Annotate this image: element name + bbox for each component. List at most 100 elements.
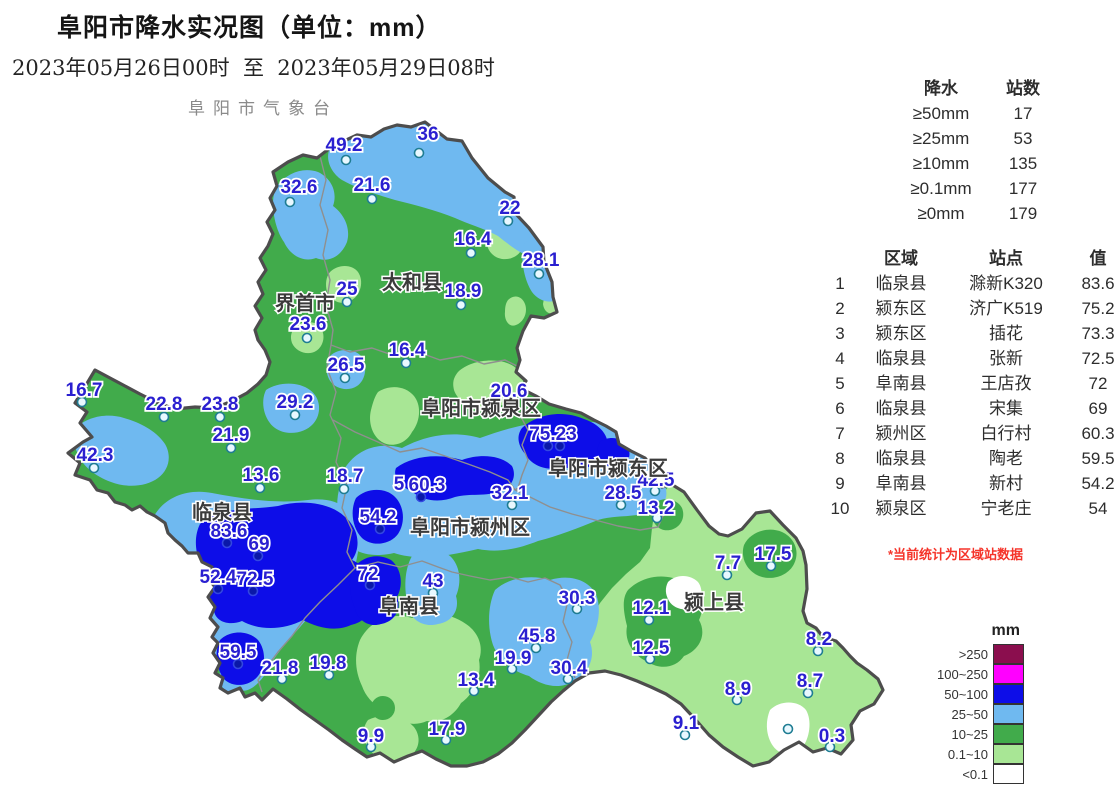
precip-value-label: 7.7 xyxy=(715,553,741,574)
precip-value-label: 8.2 xyxy=(806,629,832,650)
precip-value-label: 21.8 xyxy=(262,658,299,679)
legend-swatch xyxy=(993,703,1024,724)
stats-cell: 53 xyxy=(1013,129,1033,148)
station-dot xyxy=(284,196,296,208)
top10-cell: 8 xyxy=(835,449,845,468)
legend-row: 10~25 xyxy=(860,723,1024,744)
top10-cell: 宁老庄 xyxy=(980,499,1032,518)
precip-value-label: 28.1 xyxy=(523,250,560,271)
precip-value-label: 59.5 xyxy=(220,642,257,663)
station-dot xyxy=(802,687,814,699)
station-dot xyxy=(530,642,542,654)
station-dot xyxy=(731,694,743,706)
precip-value-label: 12.1 xyxy=(633,598,670,619)
precip-value-label: 22 xyxy=(499,198,520,219)
precip-value-label: 45.8 xyxy=(519,626,556,647)
precip-value-label: 60.3 xyxy=(409,475,446,496)
top10-cell: 54.2 xyxy=(1081,474,1115,493)
station-dot xyxy=(679,729,691,741)
precip-value-label: 54.2 xyxy=(360,507,397,528)
legend-row: <0.1 xyxy=(860,763,1024,784)
precip-value-label: 19.9 xyxy=(495,648,532,669)
top10-cell: 临泉县 xyxy=(875,449,927,468)
top10-cell: 72 xyxy=(1088,374,1108,393)
precip-value-label: 19.8 xyxy=(310,653,347,674)
station-dot xyxy=(76,396,88,408)
top10-cell: 阜南县 xyxy=(875,374,927,393)
top10-header: 区域 xyxy=(884,249,918,268)
top10-cell: 75.2 xyxy=(1081,299,1115,318)
precip-value-label: 72.5 xyxy=(237,569,274,590)
precip-value-label: 9.1 xyxy=(673,713,700,734)
district-label: 界首市 xyxy=(275,291,335,315)
station-dot xyxy=(504,398,516,410)
top10-cell: 陶老 xyxy=(989,449,1023,468)
station-dot xyxy=(400,357,412,369)
legend-swatch xyxy=(993,643,1024,664)
station-dot xyxy=(225,442,237,454)
station-dot xyxy=(413,147,425,159)
top10-cell: 颍东区 xyxy=(875,324,927,343)
legend-swatch xyxy=(993,683,1024,704)
legend-swatch xyxy=(993,663,1024,684)
top10-cell: 济广K519 xyxy=(969,299,1043,318)
top10-cell: 73.3 xyxy=(1081,324,1115,343)
station-dot xyxy=(542,440,554,452)
legend-label: 100~250 xyxy=(937,666,988,682)
legend-label: <0.1 xyxy=(962,766,988,782)
district-label: 阜阳市颍泉区 xyxy=(421,396,541,420)
stats-header: 降水 xyxy=(924,79,958,98)
legend-row: 0.1~10 xyxy=(860,743,1024,764)
station-dot xyxy=(427,587,439,599)
page-title: 阜阳市降水实况图（单位：mm） xyxy=(57,14,442,42)
station-dot xyxy=(468,685,480,697)
station-dot xyxy=(465,247,477,259)
station-dot xyxy=(252,550,264,562)
top10-cell: 3 xyxy=(835,324,845,343)
station-dot xyxy=(338,483,350,495)
station-dot xyxy=(415,491,427,503)
station-dot xyxy=(232,658,244,670)
station-dot xyxy=(301,332,313,344)
station-dot xyxy=(554,440,566,452)
station-dot xyxy=(644,653,656,665)
station-dot xyxy=(341,296,353,308)
top10-cell: 4 xyxy=(835,349,845,368)
top10-cell: 颍东区 xyxy=(875,299,927,318)
precip-value-label: 13.6 xyxy=(243,465,280,486)
legend-row: 100~250 xyxy=(860,663,1024,684)
station-dot xyxy=(571,603,583,615)
station-dot xyxy=(506,499,518,511)
stats-cell: 179 xyxy=(1008,204,1038,223)
data-source-note: *当前统计为区域站数据 xyxy=(888,547,1024,562)
legend-row: 50~100 xyxy=(860,683,1024,704)
precip-value-label: 30.3 xyxy=(559,588,596,609)
legend-swatch xyxy=(993,763,1024,784)
top10-cell: 颍州区 xyxy=(875,424,927,443)
station-dot xyxy=(812,645,824,657)
top10-cell: 5 xyxy=(835,374,845,393)
station-dot xyxy=(214,411,226,423)
precip-value-label: 72 xyxy=(357,564,378,585)
precip-value-label: 49.2 xyxy=(326,135,363,156)
top10-cell: 王店孜 xyxy=(980,374,1032,393)
top10-table: 区域 站点值 1 临泉县 滁新K320 83.6 2 颍东区 济广K519 75.2 3 颍东区 插花 7… xyxy=(825,246,1120,521)
legend-label: 25~50 xyxy=(951,706,988,722)
stats-cell: 135 xyxy=(1008,154,1038,173)
precip-value-label: 36 xyxy=(417,124,438,145)
stats-cell: ≥0mm xyxy=(917,204,965,223)
station-dot xyxy=(289,409,301,421)
top10-cell: 7 xyxy=(835,424,845,443)
top10-cell: 宋集 xyxy=(989,399,1023,418)
top10-cell: 72.5 xyxy=(1081,349,1115,368)
stats-cell: 177 xyxy=(1008,179,1038,198)
station-dot xyxy=(323,669,335,681)
station-dot xyxy=(440,734,452,746)
stats-header: 站数 xyxy=(1006,79,1040,98)
legend-title: mm xyxy=(991,622,1020,639)
map-region-fills xyxy=(68,122,883,766)
station-dot xyxy=(765,560,777,572)
